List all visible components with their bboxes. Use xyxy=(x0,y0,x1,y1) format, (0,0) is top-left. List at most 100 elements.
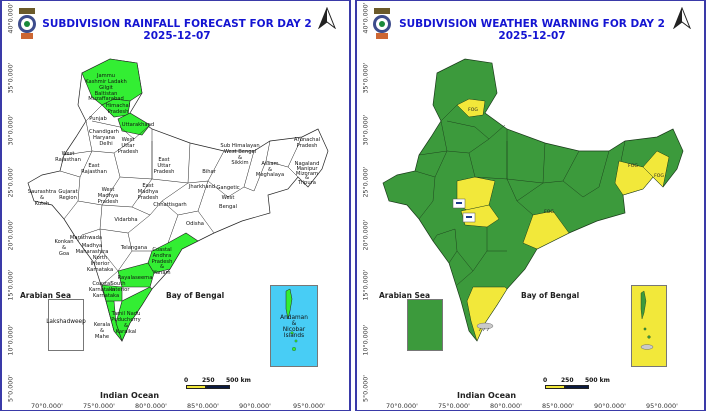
region-label: Pradesh xyxy=(297,143,318,149)
region-label: Marathwada xyxy=(70,235,102,241)
region-label: & xyxy=(268,167,272,173)
region-label: West Bengal xyxy=(224,149,256,155)
lon-label: 70°0.000' xyxy=(31,402,63,410)
region-label: Jammu xyxy=(96,73,115,79)
region-label: Kerala xyxy=(94,322,110,328)
lon-label: 70°0.000' xyxy=(386,402,418,410)
region-label: & xyxy=(62,245,66,251)
region-label: & xyxy=(160,264,164,270)
region-label: Kutch xyxy=(35,201,50,207)
fog-region-himachal xyxy=(456,98,486,118)
weather-warning-panel: SUBDIVISION WEATHER WARNING FOR DAY 2 20… xyxy=(355,0,706,411)
region-label: & xyxy=(238,155,242,161)
region-label: Baltistan xyxy=(95,91,118,97)
forecast-date: 2025-12-07 xyxy=(143,30,211,42)
bay-of-bengal-label: Bay of Bengal xyxy=(166,291,225,300)
region-label: Sikkim xyxy=(231,160,248,166)
lon-label: 95°0.000' xyxy=(646,402,678,410)
rainfall-forecast-panel: SUBDIVISION RAINFALL FORECAST FOR DAY 2 … xyxy=(0,0,351,411)
region-label: Bengal xyxy=(219,204,237,210)
region-label: Uttar xyxy=(157,163,171,169)
region-label: Telangana xyxy=(120,245,147,251)
lakshadweep-inset xyxy=(407,299,443,351)
fog-label: FOG xyxy=(468,107,478,113)
lon-label: 90°0.000' xyxy=(594,402,626,410)
region-label: West xyxy=(222,195,235,201)
region-label: South xyxy=(110,281,125,287)
fog-labels: FOG FOG FOG FOG xyxy=(468,107,664,215)
region-label: & xyxy=(40,195,44,201)
region-label: Uttarakhand xyxy=(122,122,154,128)
region-label: Puducherry xyxy=(111,317,140,323)
region-label: Gilgit xyxy=(99,85,113,91)
region-label: Tamil Nadu xyxy=(111,311,141,317)
region-label: Pradesh xyxy=(138,195,159,201)
region-label: Haryana xyxy=(93,135,115,141)
region-south-interior-karnataka xyxy=(101,284,123,302)
imd-emblem-icon xyxy=(373,8,391,39)
region-label: Rayalaseema xyxy=(118,275,153,281)
region-label: Rajasthan xyxy=(55,157,81,163)
fog-label: FOG xyxy=(628,163,638,169)
andaman-label-1: Andaman xyxy=(280,315,308,321)
scale-end: 500 km xyxy=(585,377,610,384)
region-label: Punjab xyxy=(89,116,107,122)
region-label: Sub Himalayan xyxy=(220,143,259,149)
region-label: Karnataka xyxy=(93,293,119,299)
andaman-label-2: & xyxy=(291,321,297,327)
lakshadweep-label: Lakshadweep xyxy=(46,319,86,325)
scale-segment-2 xyxy=(565,385,589,389)
imd-emblem-icon xyxy=(18,8,36,39)
warning-map: FOG FOG FOG FOG xyxy=(382,58,684,342)
lakshadweep-inset xyxy=(48,299,84,351)
scale-bar: 0 250 500 km xyxy=(184,377,304,397)
region-label: & xyxy=(305,175,309,181)
indian-ocean-label: Indian Ocean xyxy=(100,391,160,400)
indian-ocean-label: Indian Ocean xyxy=(457,391,517,400)
fog-region-nagaland xyxy=(642,150,670,188)
region-label: Andhra xyxy=(153,253,172,259)
region-label: Gujarat xyxy=(58,189,77,195)
lon-label: 85°0.000' xyxy=(542,402,574,410)
region-label: Saurashtra xyxy=(28,189,56,195)
region-label: Jharkhand xyxy=(188,184,215,190)
scale-mid: 250 xyxy=(561,377,574,384)
andaman-nicobar-inset xyxy=(270,285,318,367)
scale-mid: 250 xyxy=(202,377,215,384)
arabian-sea-label: Arabian Sea xyxy=(20,291,72,300)
region-label: Coastal xyxy=(92,281,111,287)
region-label: Madhya xyxy=(98,193,118,199)
region-label: East xyxy=(158,157,169,163)
scale-zero: 0 xyxy=(184,377,189,384)
region-label: Goa xyxy=(59,251,69,257)
region-label: West xyxy=(102,187,115,193)
region-label: Coastal xyxy=(152,247,171,253)
region-label: Uttar xyxy=(121,143,135,149)
region-label: Rajasthan xyxy=(81,169,107,175)
region-label: Chandigarh xyxy=(89,129,119,135)
scale-bar: 0 250 500 km xyxy=(543,377,663,397)
region-label: Karaikal xyxy=(116,329,137,335)
arabian-sea-label: Arabian Sea xyxy=(379,291,431,300)
subdivision-boundaries xyxy=(59,104,303,286)
andaman-islands-shape xyxy=(640,290,654,350)
north-arrow-icon xyxy=(318,7,336,29)
region-label: Tripura xyxy=(297,180,316,186)
cold-wave-icon xyxy=(462,212,476,223)
region-label: Meghalaya xyxy=(256,172,284,178)
scale-zero: 0 xyxy=(543,377,548,384)
region-label: Gangetic xyxy=(216,185,239,191)
region-label: Mahe xyxy=(95,334,109,340)
region-label: Pradesh xyxy=(154,169,175,175)
region-label: Mizoram xyxy=(296,171,318,177)
andaman-label-4: Islands xyxy=(283,333,305,339)
lon-label: 90°0.000' xyxy=(239,402,271,410)
region-label: Region xyxy=(59,195,77,201)
region-label: Maharashtra xyxy=(76,249,109,255)
fog-label: FOG xyxy=(654,173,664,179)
scale-end: 500 km xyxy=(226,377,251,384)
region-rayalaseema xyxy=(117,262,155,288)
forecast-map: Jammu Kashmir Ladakh Gilgit Baltistan Mu… xyxy=(27,58,329,342)
region-label: North xyxy=(93,255,108,261)
region-label: Interior xyxy=(111,287,131,293)
